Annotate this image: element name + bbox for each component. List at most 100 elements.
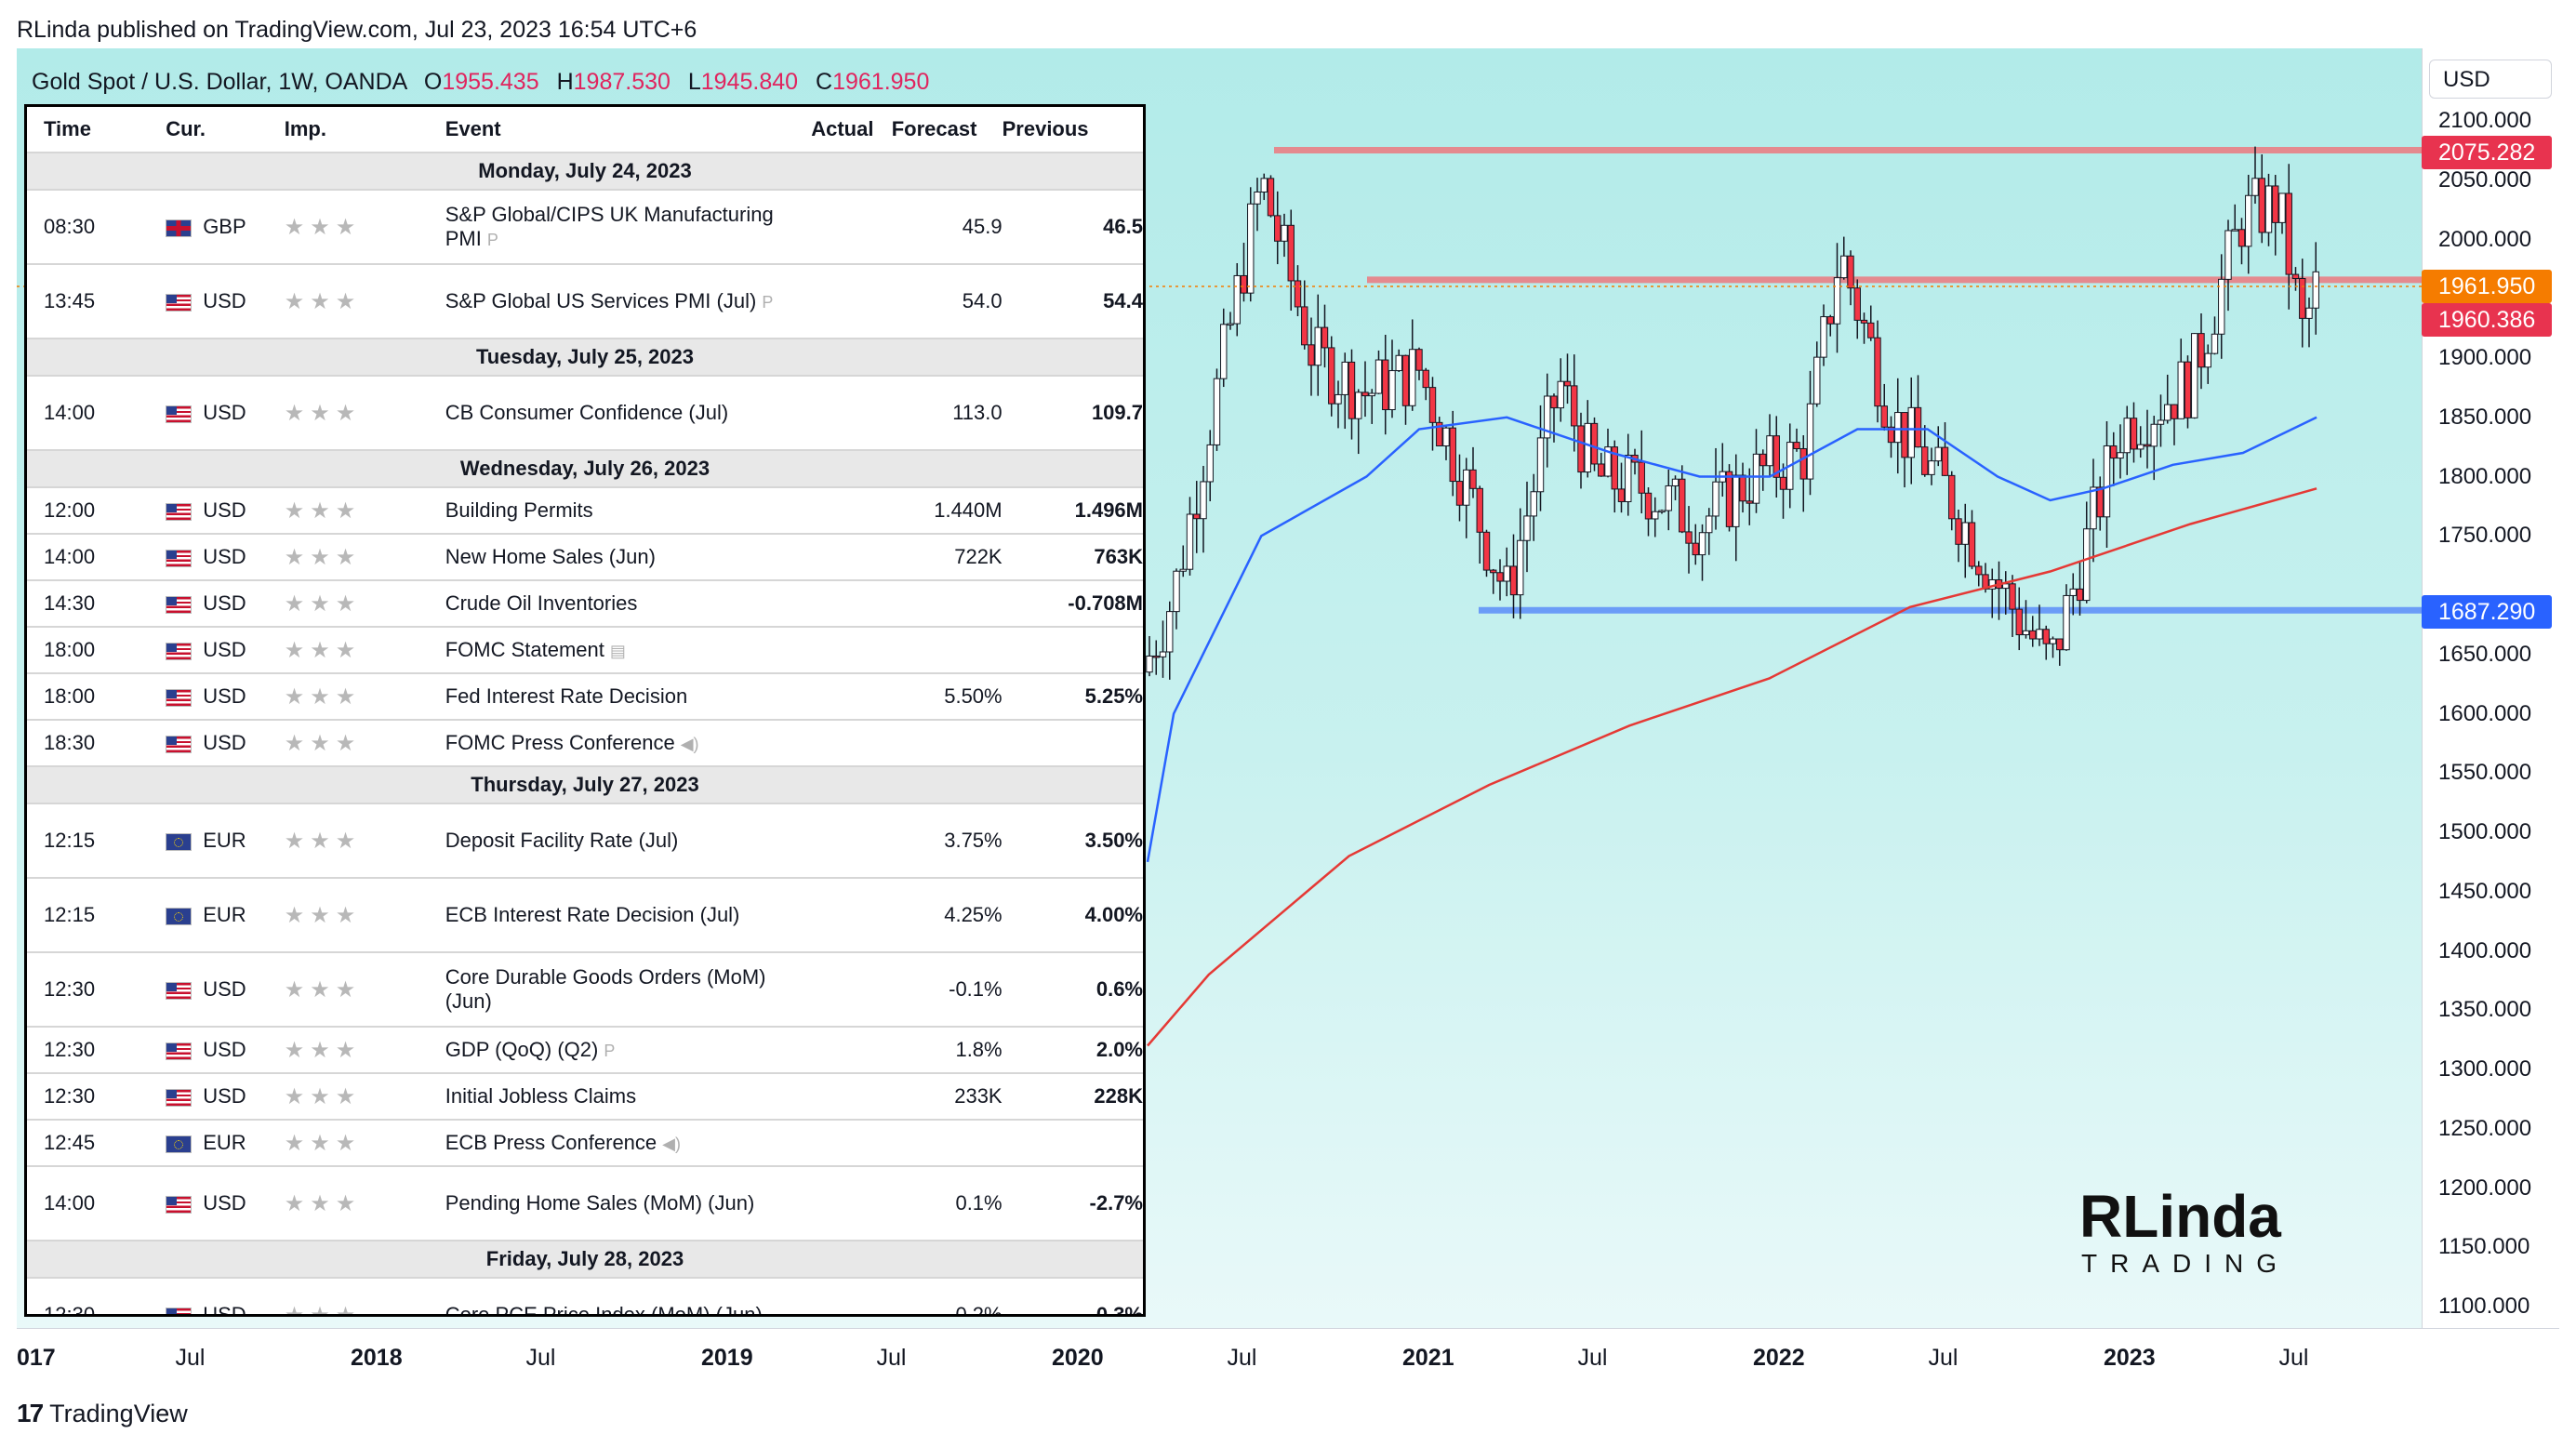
candle-up [1536, 437, 1545, 493]
usd-flag-icon [166, 549, 193, 567]
importance-stars: ★★★ [284, 672, 445, 720]
calendar-event-row[interactable]: 14:00 USD ★★★ CB Consumer Confidence (Jul) 1… [27, 375, 1143, 450]
event-name: GDP (QoQ) (Q2) P [445, 1026, 812, 1073]
price-axis[interactable] [2422, 48, 2560, 1328]
candle-down [2171, 404, 2178, 419]
event-forecast: 4.25% [891, 877, 1003, 952]
currency-code: USD [203, 401, 246, 424]
event-title: FOMC Statement [445, 638, 604, 661]
calendar-event-row[interactable]: 08:30 GBP ★★★ S&P Global/CIPS UK Manufactur… [27, 189, 1143, 264]
calendar-event-row[interactable]: 18:30 USD ★★★ FOMC Press Conference ◀) [27, 719, 1143, 766]
candle-down [1880, 405, 1888, 428]
candle-up [2218, 278, 2225, 335]
candle-down [1725, 471, 1733, 527]
candle-up [1907, 406, 1915, 458]
candle-down [1901, 412, 1908, 458]
day-label: Thursday, July 27, 2023 [27, 765, 1143, 803]
star-rating-icon: ★★★ [284, 684, 362, 710]
candle-down [1914, 406, 1922, 448]
calendar-event-row[interactable]: 12:30 USD ★★★ Core Durable Goods Orders (Mo… [27, 951, 1143, 1027]
candle-up [1833, 277, 1841, 325]
event-title: Initial Jobless Claims [445, 1084, 637, 1108]
event-previous: -0.708M [1002, 579, 1143, 627]
candle-down [1679, 478, 1686, 533]
header-previous: Previous [1002, 117, 1089, 140]
calendar-event-row[interactable]: 12:30 USD ★★★ Initial Jobless Claims 233K 228… [27, 1072, 1143, 1120]
importance-stars: ★★★ [284, 1119, 445, 1166]
calendar-event-row[interactable]: 14:00 USD ★★★ Pending Home Sales (MoM) (Jun… [27, 1165, 1143, 1241]
currency-code: GBP [203, 215, 246, 238]
tradingview-footer[interactable]: 17 TradingView [17, 1399, 188, 1428]
high-label: H [556, 69, 574, 95]
calendar-event-row[interactable]: 12:45 EUR ★★★ ECB Press Conference ◀) [27, 1119, 1143, 1166]
candle-up [1806, 403, 1814, 480]
candle-down [1509, 565, 1518, 596]
importance-stars: ★★★ [284, 579, 445, 627]
candle-up [2204, 352, 2211, 368]
event-actual [811, 1165, 892, 1241]
calendar-event-row[interactable]: 12:00 USD ★★★ Building Permits 1.440M 1.496M [27, 486, 1143, 534]
candle-up [1227, 323, 1234, 326]
event-actual [811, 1119, 892, 1166]
time-axis-label: Jul [2278, 1345, 2309, 1371]
calendar-day-row: Friday, July 28, 2023 [27, 1240, 1143, 1278]
candle-up [1281, 224, 1288, 242]
time-axis[interactable] [17, 1328, 2559, 1385]
currency-code: USD [203, 498, 246, 522]
candle-down [1598, 463, 1605, 477]
calendar-event-row[interactable]: 12:30 USD ★★★ Core PCE Price Index (MoM) (J… [27, 1277, 1143, 1314]
candle-up [1544, 395, 1551, 439]
symbol-legend: Gold Spot / U.S. Dollar, 1W, OANDA O1955… [32, 69, 929, 96]
header-forecast: Forecast [891, 117, 977, 140]
candle-up [1820, 316, 1827, 358]
event-name: Building Permits [445, 486, 812, 534]
candle-up [1374, 359, 1383, 394]
candle-up [1665, 485, 1672, 511]
candle-up [2049, 638, 2057, 644]
calendar-event-row[interactable]: 14:30 USD ★★★ Crude Oil Inventories -0.708M [27, 579, 1143, 627]
candle-down [1921, 446, 1929, 475]
calendar-event-row[interactable]: 12:15 EUR ★★★ Deposit Facility Rate (Jul) 3.… [27, 803, 1143, 878]
event-actual [811, 951, 892, 1027]
event-name: Deposit Facility Rate (Jul) [445, 803, 812, 878]
candle-down [2110, 445, 2118, 459]
currency-selector[interactable]: USD [2429, 60, 2552, 99]
calendar-event-row[interactable]: 12:15 EUR ★★★ ECB Interest Rate Decision (J… [27, 877, 1143, 952]
calendar-event-row[interactable]: 13:45 USD ★★★ S&P Global US Services PMI (J… [27, 263, 1143, 339]
last-price-tag: 1961.950 [2422, 270, 2552, 303]
calendar-event-row[interactable]: 18:00 USD ★★★ Fed Interest Rate Decision 5.5… [27, 672, 1143, 720]
candle-down [1577, 425, 1585, 473]
open-label: O [423, 69, 443, 95]
candle-up [2022, 630, 2030, 636]
star-rating-icon: ★★★ [284, 288, 362, 314]
candle-up [1200, 481, 1207, 520]
event-time: 14:00 [27, 375, 166, 450]
candle-down [2096, 486, 2104, 518]
candle-down [2299, 278, 2306, 319]
calendar-event-row[interactable]: 18:00 USD ★★★ FOMC Statement ▤ [27, 626, 1143, 673]
candle-up [2123, 418, 2131, 454]
importance-stars: ★★★ [284, 626, 445, 673]
event-previous [1002, 626, 1143, 673]
star-rating-icon: ★★★ [284, 400, 362, 426]
candle-down [1476, 487, 1483, 533]
candle-down [1692, 542, 1699, 556]
candle-down [1887, 426, 1895, 444]
candle-up [1247, 203, 1255, 294]
calendar-event-row[interactable]: 12:30 USD ★★★ GDP (QoQ) (Q2) P 1.8% 2.0% [27, 1026, 1143, 1073]
star-rating-icon: ★★★ [284, 214, 362, 240]
calendar-event-row[interactable]: 14:00 USD ★★★ New Home Sales (Jun) 722K 763K [27, 533, 1143, 580]
candle-up [2177, 361, 2184, 419]
time-axis-label: Jul [175, 1345, 206, 1371]
star-rating-icon: ★★★ [284, 591, 362, 617]
event-currency: USD [166, 263, 285, 339]
candle-up [1894, 412, 1902, 444]
usd-flag-icon [166, 1042, 193, 1060]
candle-down [1436, 421, 1443, 446]
event-actual [811, 1026, 892, 1073]
event-name: FOMC Statement ▤ [445, 626, 812, 673]
candle-up [1604, 446, 1612, 477]
star-rating-icon: ★★★ [284, 1037, 362, 1063]
candle-up [2002, 583, 2010, 590]
